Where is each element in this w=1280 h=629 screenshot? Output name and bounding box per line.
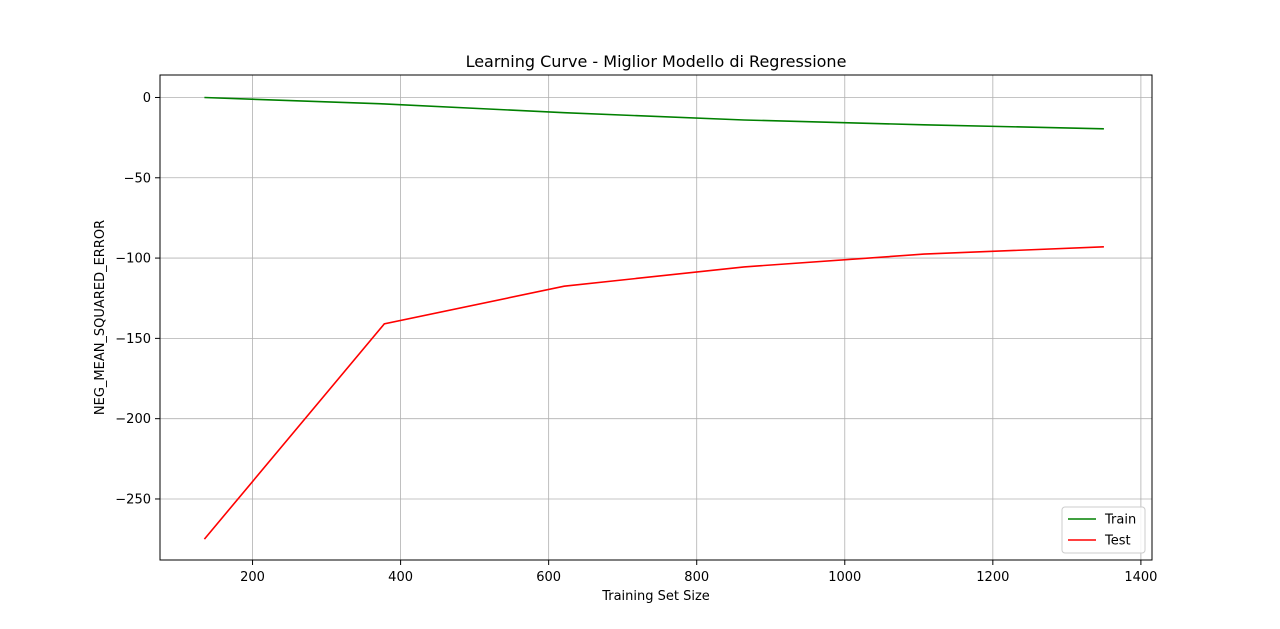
- x-axis-ticks: 200 400 600 800 1000 1200 1400: [240, 560, 1157, 585]
- x-tick-label: 1000: [828, 570, 861, 585]
- x-tick-label: 1400: [1124, 570, 1157, 585]
- y-axis-ticks: 0 −50 −100 −150 −200 −250: [115, 91, 160, 507]
- plot-area-frame: [159, 74, 1153, 561]
- x-tick-label: 400: [388, 570, 413, 585]
- x-axis-label: Training Set Size: [601, 589, 710, 604]
- legend: Train Test: [1061, 506, 1146, 554]
- x-tick-label: 200: [240, 570, 265, 585]
- legend-label-test: Test: [1104, 534, 1131, 549]
- y-axis-label: NEG_MEAN_SQUARED_ERROR: [93, 220, 108, 415]
- chart-title: Learning Curve - Miglior Modello di Regr…: [466, 52, 847, 71]
- y-tick-label: −150: [115, 332, 151, 347]
- y-tick-label: −100: [115, 252, 151, 267]
- x-tick-label: 1200: [976, 570, 1009, 585]
- series-line-train: [204, 96, 1104, 130]
- y-tick-label: 0: [143, 91, 151, 106]
- series-lines: [203, 96, 1104, 540]
- x-tick-label: 800: [684, 570, 709, 585]
- series-line-test: [203, 246, 1104, 540]
- y-tick-label: −250: [115, 492, 151, 507]
- y-tick-label: −200: [115, 412, 151, 427]
- x-tick-label: 600: [536, 570, 561, 585]
- y-tick-label: −50: [124, 171, 151, 186]
- grid-lines: [160, 75, 1152, 560]
- legend-label-train: Train: [1104, 513, 1136, 528]
